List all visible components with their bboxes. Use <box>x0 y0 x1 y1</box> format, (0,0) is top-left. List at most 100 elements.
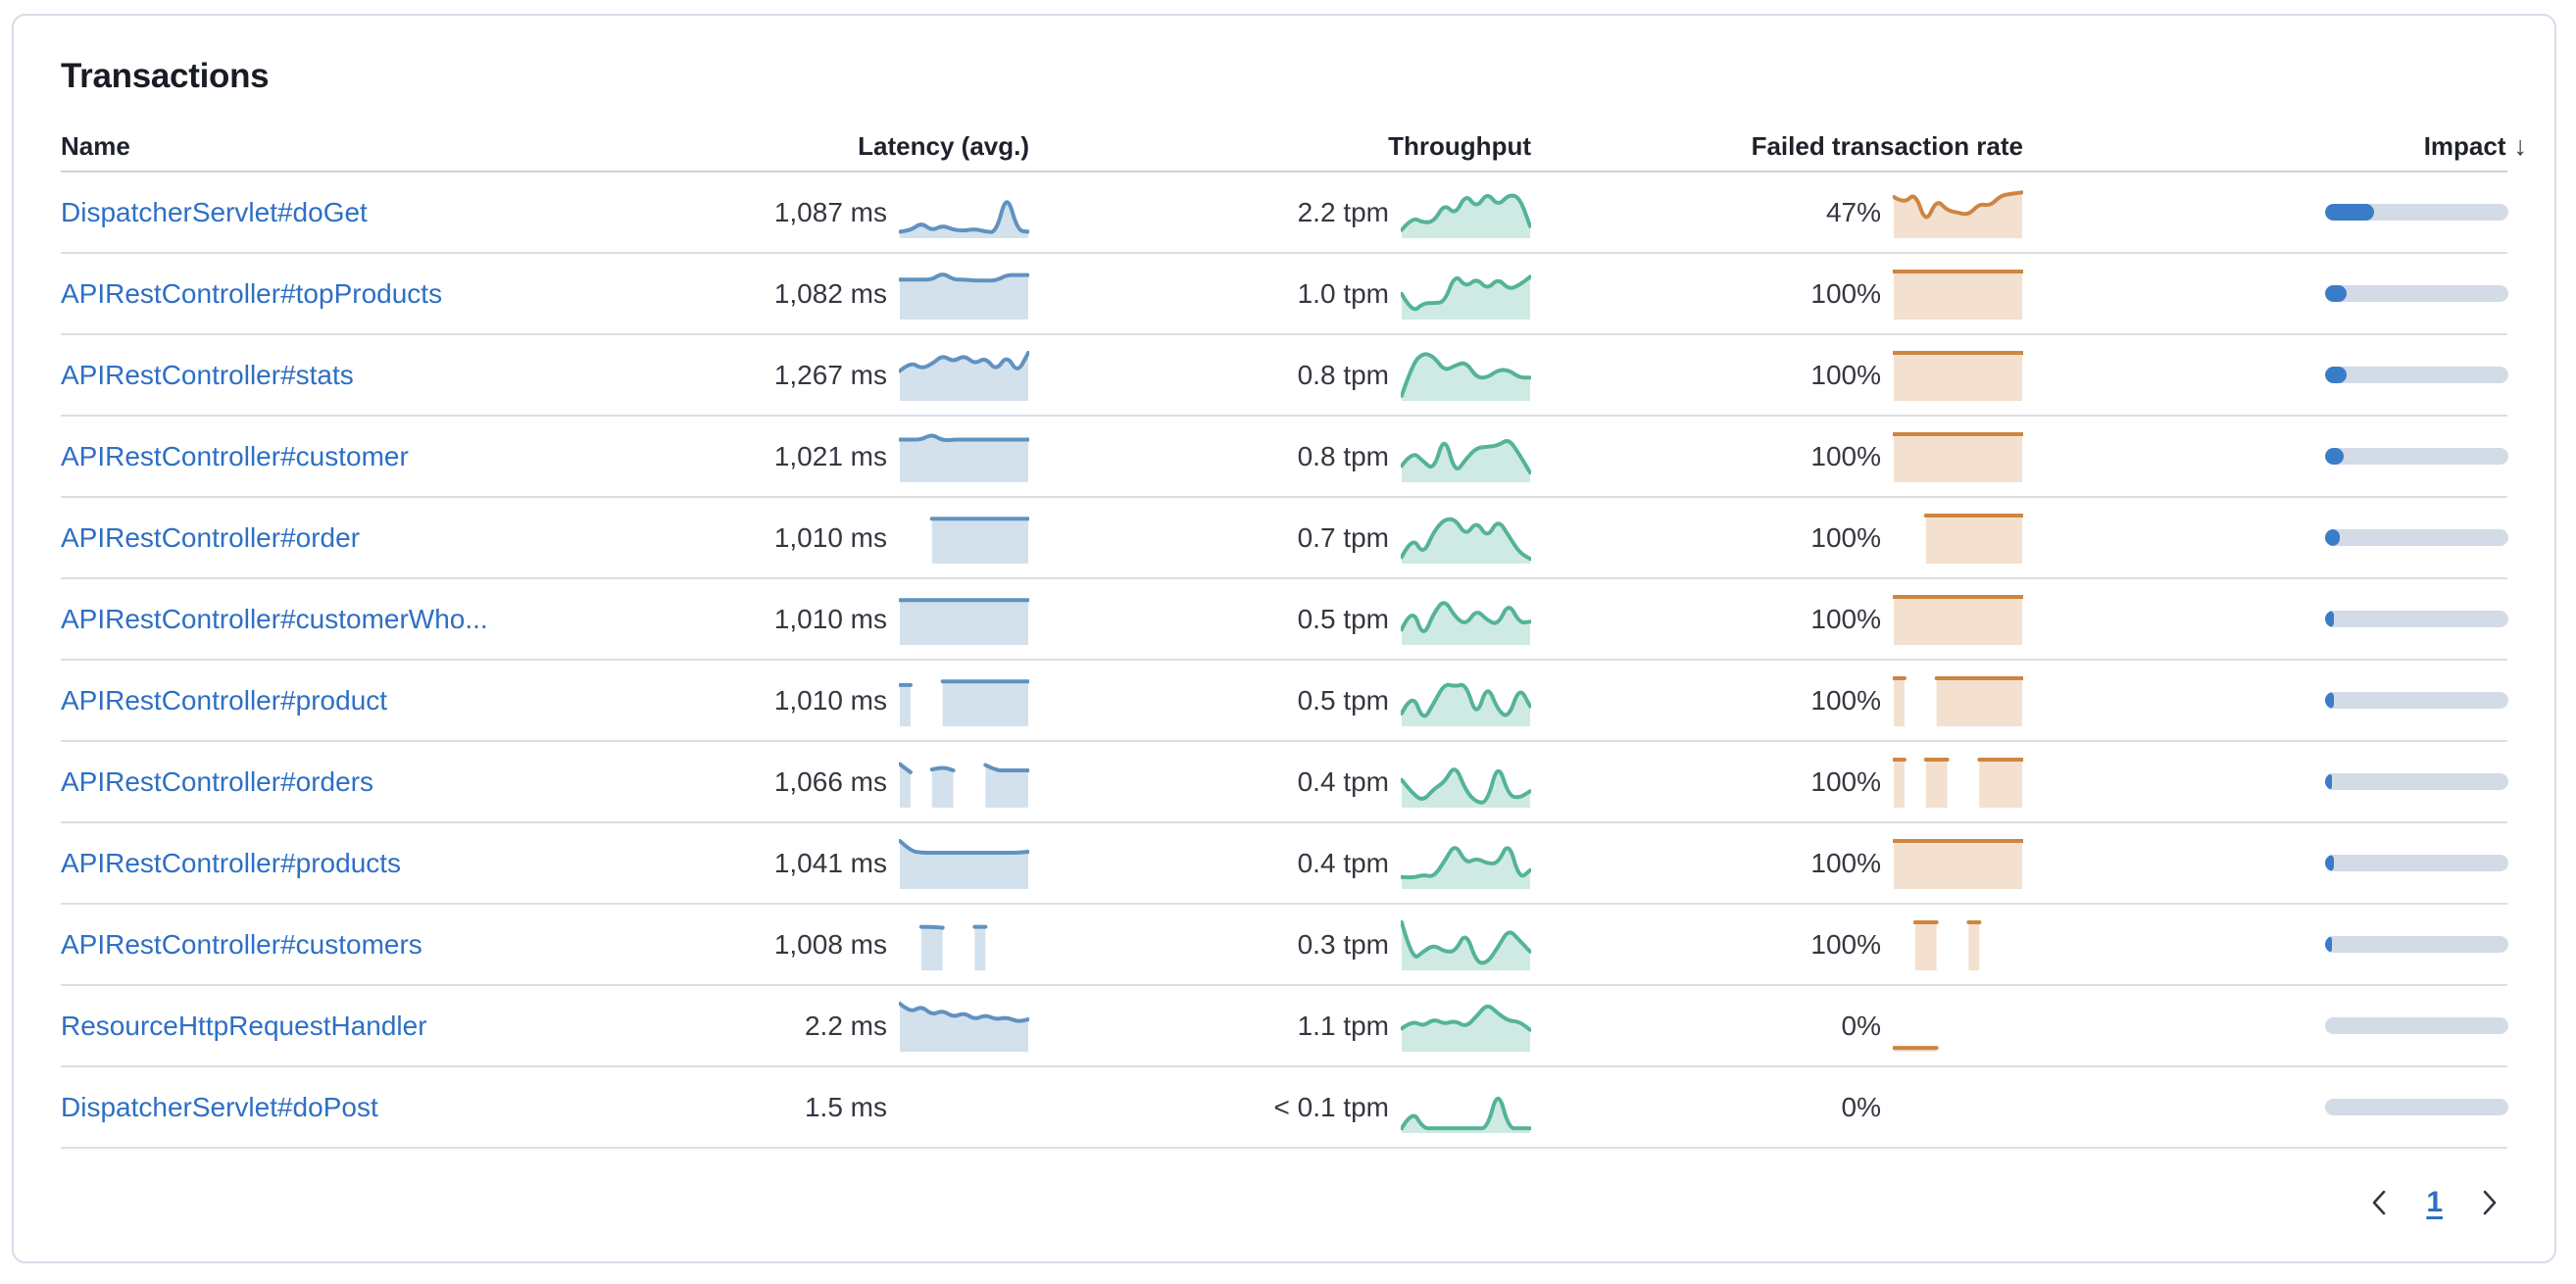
impact-cell <box>2023 529 2527 546</box>
impact-cell <box>2023 448 2527 465</box>
table-row: APIRestController#topProducts 1,082 ms 1… <box>61 254 2508 335</box>
throughput-sparkline <box>1401 274 1531 320</box>
throughput-sparkline <box>1401 845 1531 889</box>
latency-sparkline <box>899 432 1029 482</box>
next-page-button[interactable] <box>2478 1187 2502 1218</box>
transaction-link[interactable]: APIRestController#customers <box>61 928 422 960</box>
latency-cell: 1,021 ms <box>610 431 1029 482</box>
transaction-name-cell: APIRestController#topProducts <box>61 278 610 310</box>
failed-rate-cell: 100% <box>1531 269 2023 320</box>
transaction-link[interactable]: DispatcherServlet#doGet <box>61 196 368 227</box>
table-row: DispatcherServlet#doPost 1.5 ms < 0.1 tp… <box>61 1067 2508 1149</box>
impact-cell <box>2023 611 2527 627</box>
failed-rate-value: 100% <box>1810 359 1881 390</box>
impact-bar-fill <box>2325 448 2344 465</box>
latency-cell: 1.5 ms <box>610 1082 1029 1133</box>
failed-rate-cell: 100% <box>1531 838 2023 889</box>
latency-sparkline <box>899 350 1029 401</box>
transaction-link[interactable]: APIRestController#customerWho... <box>61 603 488 634</box>
failed-rate-sparkline <box>1893 350 2023 401</box>
transaction-link[interactable]: APIRestController#products <box>61 847 402 878</box>
transaction-link[interactable]: ResourceHttpRequestHandler <box>61 1010 427 1041</box>
impact-bar-fill <box>2325 855 2335 871</box>
transaction-name-cell: APIRestController#product <box>61 685 610 716</box>
latency-sparkline <box>899 1001 1029 1052</box>
throughput-value: 1.0 tpm <box>1297 277 1389 309</box>
impact-bar <box>2325 1099 2508 1115</box>
latency-sparkline <box>899 199 1029 238</box>
transaction-link[interactable]: APIRestController#order <box>61 521 361 553</box>
table-row: APIRestController#customers 1,008 ms 0.3… <box>61 905 2508 986</box>
latency-sparkline <box>899 678 1029 726</box>
latency-cell: 1,087 ms <box>610 187 1029 238</box>
page-number-current[interactable]: 1 <box>2426 1186 2443 1218</box>
transaction-name-cell: APIRestController#customer <box>61 441 610 472</box>
impact-bar-fill <box>2325 692 2335 709</box>
latency-value: 1,087 ms <box>773 196 887 227</box>
failed-rate-sparkline <box>1893 269 2023 320</box>
column-header-impact-label: Impact <box>2423 130 2506 161</box>
panel-title: Transactions <box>61 57 270 95</box>
latency-value: 1,010 ms <box>773 684 887 716</box>
transactions-panel: Transactions Name Latency (avg.) Through… <box>12 14 2556 1263</box>
latency-sparkline <box>899 272 1029 320</box>
transaction-name-cell: APIRestController#orders <box>61 766 610 798</box>
column-header-impact[interactable]: Impact ↓ <box>2023 131 2527 162</box>
impact-bar-fill <box>2325 529 2340 546</box>
latency-sparkline <box>899 838 1029 889</box>
impact-cell <box>2023 285 2527 302</box>
transaction-link[interactable]: APIRestController#orders <box>61 765 374 797</box>
impact-bar <box>2325 448 2508 465</box>
transaction-name-cell: APIRestController#stats <box>61 360 610 391</box>
transaction-link[interactable]: APIRestController#stats <box>61 359 354 390</box>
failed-rate-value: 100% <box>1810 684 1881 716</box>
failed-rate-sparkline <box>1893 189 2023 238</box>
throughput-cell: 0.8 tpm <box>1029 431 1531 482</box>
transaction-name-cell: APIRestController#order <box>61 522 610 554</box>
failed-rate-cell: 100% <box>1531 513 2023 564</box>
chevron-left-icon <box>2373 1190 2386 1215</box>
latency-cell: 1,010 ms <box>610 675 1029 726</box>
failed-rate-cell: 100% <box>1531 594 2023 645</box>
impact-bar <box>2325 285 2508 302</box>
column-header-failed-rate[interactable]: Failed transaction rate <box>1751 130 2023 161</box>
latency-sparkline <box>899 762 1029 808</box>
transaction-link[interactable]: APIRestController#topProducts <box>61 277 443 309</box>
transaction-name-cell: DispatcherServlet#doGet <box>61 197 610 228</box>
failed-rate-value: 47% <box>1825 196 1881 227</box>
impact-cell <box>2023 855 2527 871</box>
failed-rate-value: 100% <box>1810 440 1881 471</box>
column-header-throughput[interactable]: Throughput <box>1388 130 1531 161</box>
transaction-link[interactable]: DispatcherServlet#doPost <box>61 1091 378 1122</box>
previous-page-button[interactable] <box>2367 1187 2391 1218</box>
transaction-link[interactable]: APIRestController#product <box>61 684 388 716</box>
throughput-sparkline <box>1401 600 1531 645</box>
table-row: APIRestController#customerWho... 1,010 m… <box>61 579 2508 661</box>
failed-rate-sparkline <box>1923 513 2023 564</box>
latency-value: 2.2 ms <box>804 1010 887 1041</box>
latency-cell: 1,082 ms <box>610 269 1029 320</box>
throughput-value: 0.4 tpm <box>1297 847 1389 878</box>
throughput-value: 1.1 tpm <box>1297 1010 1389 1041</box>
failed-rate-value: 100% <box>1810 847 1881 878</box>
throughput-cell: 0.3 tpm <box>1029 919 1531 970</box>
failed-rate-value: 100% <box>1810 765 1881 797</box>
throughput-cell: 0.5 tpm <box>1029 675 1531 726</box>
impact-cell <box>2023 692 2527 709</box>
table-row: DispatcherServlet#doGet 1,087 ms 2.2 tpm… <box>61 173 2508 254</box>
throughput-cell: 0.7 tpm <box>1029 513 1531 564</box>
table-row: APIRestController#orders 1,066 ms 0.4 tp… <box>61 742 2508 823</box>
impact-bar <box>2325 611 2508 627</box>
latency-cell: 1,010 ms <box>610 594 1029 645</box>
impact-cell <box>2023 1017 2527 1034</box>
impact-bar <box>2325 367 2508 383</box>
transaction-link[interactable]: APIRestController#customer <box>61 440 409 471</box>
failed-rate-cell: 100% <box>1531 350 2023 401</box>
throughput-sparkline <box>1401 766 1531 808</box>
throughput-value: 0.5 tpm <box>1297 603 1389 634</box>
column-header-latency[interactable]: Latency (avg.) <box>858 130 1029 161</box>
throughput-cell: 0.4 tpm <box>1029 757 1531 808</box>
throughput-value: 0.8 tpm <box>1297 359 1389 390</box>
transaction-name-cell: APIRestController#customerWho... <box>61 604 610 635</box>
failed-rate-sparkline <box>1893 838 2023 889</box>
